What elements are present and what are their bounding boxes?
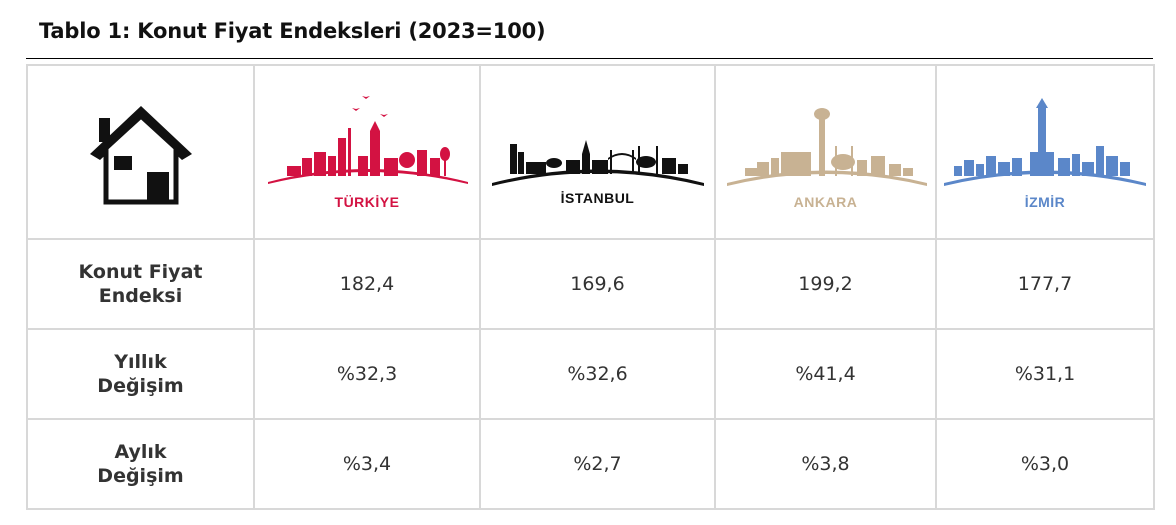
value-cell: %32,6 [479,328,716,420]
value-cell: 199,2 [714,238,937,330]
istanbul-skyline-icon [491,140,704,186]
housing-price-index-table: TÜRKİYE [26,64,1155,510]
table-row: Yıllık Değişim %32,3 %32,6 %41,4 %31,1 [26,328,1155,420]
header-row: TÜRKİYE [26,64,1155,240]
house-icon [89,105,192,204]
value-cell: 182,4 [253,238,481,330]
value-cell: 177,7 [935,238,1155,330]
value-cell: %31,1 [935,328,1155,420]
value-cell: %3,8 [714,418,937,510]
table-row: Konut Fiyat Endeksi 182,4 169,6 199,2 17… [26,238,1155,330]
column-label-turkiye: TÜRKİYE [334,194,400,210]
row-label-line2: Değişim [97,465,184,487]
col-header-istanbul: İSTANBUL [479,64,716,240]
col-header-ankara: ANKARA [714,64,937,240]
value-cell: %2,7 [479,418,716,510]
value-cell: %3,4 [253,418,481,510]
value-cell: 169,6 [479,238,716,330]
row-label-line1: Aylık [114,441,167,463]
table-row: Aylık Değişim %3,4 %2,7 %3,8 %3,0 [26,418,1155,510]
izmir-skyline-icon [944,98,1146,186]
value-cell: %3,0 [935,418,1155,510]
row-label-line2: Endeksi [98,285,183,307]
column-label-ankara: ANKARA [793,194,858,210]
row-label-line1: Yıllık [114,351,167,373]
row-label-aylik-degisim: Aylık Değişim [26,418,255,510]
col-header-izmir: İZMİR [935,64,1155,240]
row-label-yillik-degisim: Yıllık Değişim [26,328,255,420]
value-cell: %41,4 [714,328,937,420]
house-cell [26,64,255,240]
table-title: Tablo 1: Konut Fiyat Endeksleri (2023=10… [39,19,546,43]
row-label-konut-fiyat-endeksi: Konut Fiyat Endeksi [26,238,255,330]
row-label-line2: Değişim [97,375,184,397]
turkiye-skyline-icon [268,96,468,184]
ankara-skyline-icon [726,108,927,186]
title-underline [26,58,1153,59]
column-label-istanbul: İSTANBUL [560,190,635,206]
col-header-turkiye: TÜRKİYE [253,64,481,240]
value-cell: %32,3 [253,328,481,420]
row-label-line1: Konut Fiyat [78,261,203,283]
column-label-izmir: İZMİR [1024,194,1066,210]
